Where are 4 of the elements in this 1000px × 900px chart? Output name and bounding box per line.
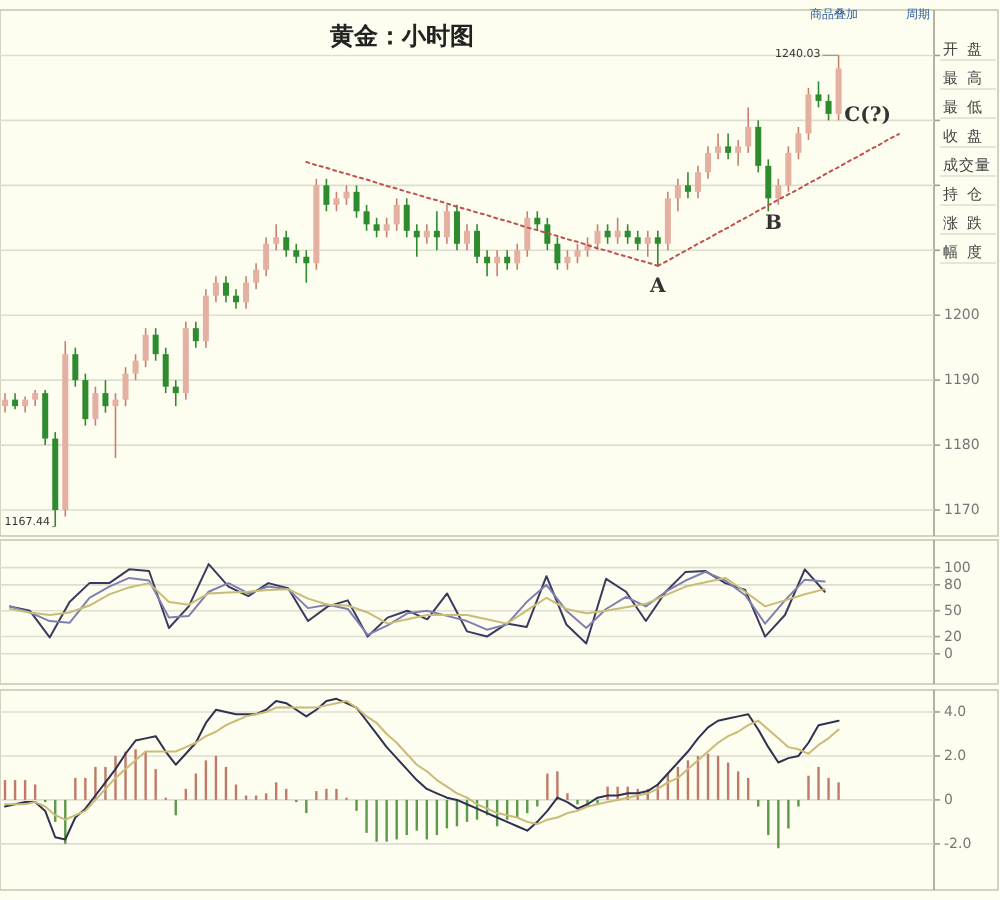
annotation: A [648,275,667,298]
annotation: B [765,212,782,235]
annotation: C(?) [844,104,891,127]
text: 黄金：小时图 [327,22,474,50]
